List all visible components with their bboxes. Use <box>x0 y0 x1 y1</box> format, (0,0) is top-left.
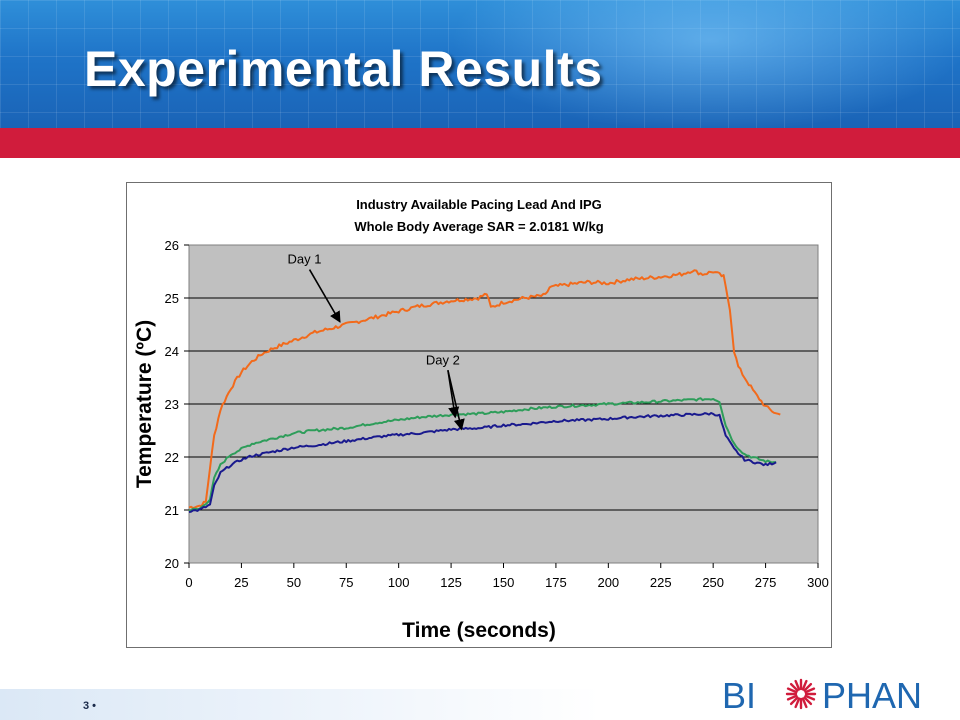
x-tick-label: 225 <box>650 575 672 590</box>
x-tick-label: 125 <box>440 575 462 590</box>
x-tick-label: 100 <box>388 575 410 590</box>
logo-ray <box>803 696 813 706</box>
y-tick-label: 21 <box>165 503 179 518</box>
x-tick-label: 275 <box>755 575 777 590</box>
x-tick-label: 25 <box>234 575 248 590</box>
annotation-label: Day 2 <box>426 352 460 367</box>
x-tick-label: 300 <box>807 575 829 590</box>
header-banner: Experimental Results <box>0 0 960 128</box>
x-tick-label: 175 <box>545 575 567 590</box>
annotation-label: Day 1 <box>288 252 322 267</box>
logo-ray <box>801 679 808 691</box>
x-tick-label: 0 <box>185 575 192 590</box>
annotation-arrow <box>308 269 341 323</box>
x-tick-label: 75 <box>339 575 353 590</box>
page-number: 3 • <box>83 700 97 712</box>
chart-title: Industry Available Pacing Lead And IPG <box>356 197 602 212</box>
chart-subtitle: Whole Body Average SAR = 2.0181 W/kg <box>354 219 603 234</box>
y-axis-label: Temperature (ºC) <box>133 320 156 488</box>
y-tick-label: 20 <box>165 556 179 571</box>
logo-text-right: PHAN <box>822 675 922 716</box>
x-tick-label: 250 <box>702 575 724 590</box>
line-chart: 20 21 22 23 24 25 26 0 25 50 75 100 125 150 175 200 225 2… <box>133 197 829 642</box>
x-tick-label: 200 <box>597 575 619 590</box>
y-tick-label: 25 <box>165 291 179 306</box>
slide-title: Experimental Results <box>84 41 603 97</box>
y-tick-label: 26 <box>165 238 179 253</box>
logo-ray <box>794 679 801 691</box>
y-tick-label: 24 <box>165 344 179 359</box>
logo-ray <box>789 696 799 706</box>
x-tick-label: 150 <box>493 575 515 590</box>
logo-ray <box>801 697 808 709</box>
x-tick-label: 50 <box>287 575 301 590</box>
logo-ray <box>786 694 798 701</box>
footer-strip <box>0 689 600 720</box>
header-glow <box>430 0 960 128</box>
series-line <box>188 412 777 514</box>
logo-text-left: BI <box>722 675 756 716</box>
logo-ray <box>803 682 813 692</box>
logo-ray <box>804 694 816 701</box>
series-line <box>188 397 777 512</box>
biophan-logo: BI PHAN <box>722 675 922 716</box>
y-tick-label: 22 <box>165 450 179 465</box>
logo-starburst-icon <box>785 678 817 710</box>
series-line <box>188 269 781 510</box>
annotation-arrow <box>447 370 465 431</box>
chart-frame: 20 21 22 23 24 25 26 0 25 50 75 100 125 150 175 200 225 2… <box>126 182 832 648</box>
y-tick-label: 23 <box>165 397 179 412</box>
red-accent-band <box>0 128 960 158</box>
x-axis-label: Time (seconds) <box>402 619 556 642</box>
logo-ray <box>786 687 798 694</box>
logo-ray <box>794 697 801 709</box>
logo-ray <box>804 687 816 694</box>
logo-ray <box>789 682 799 692</box>
